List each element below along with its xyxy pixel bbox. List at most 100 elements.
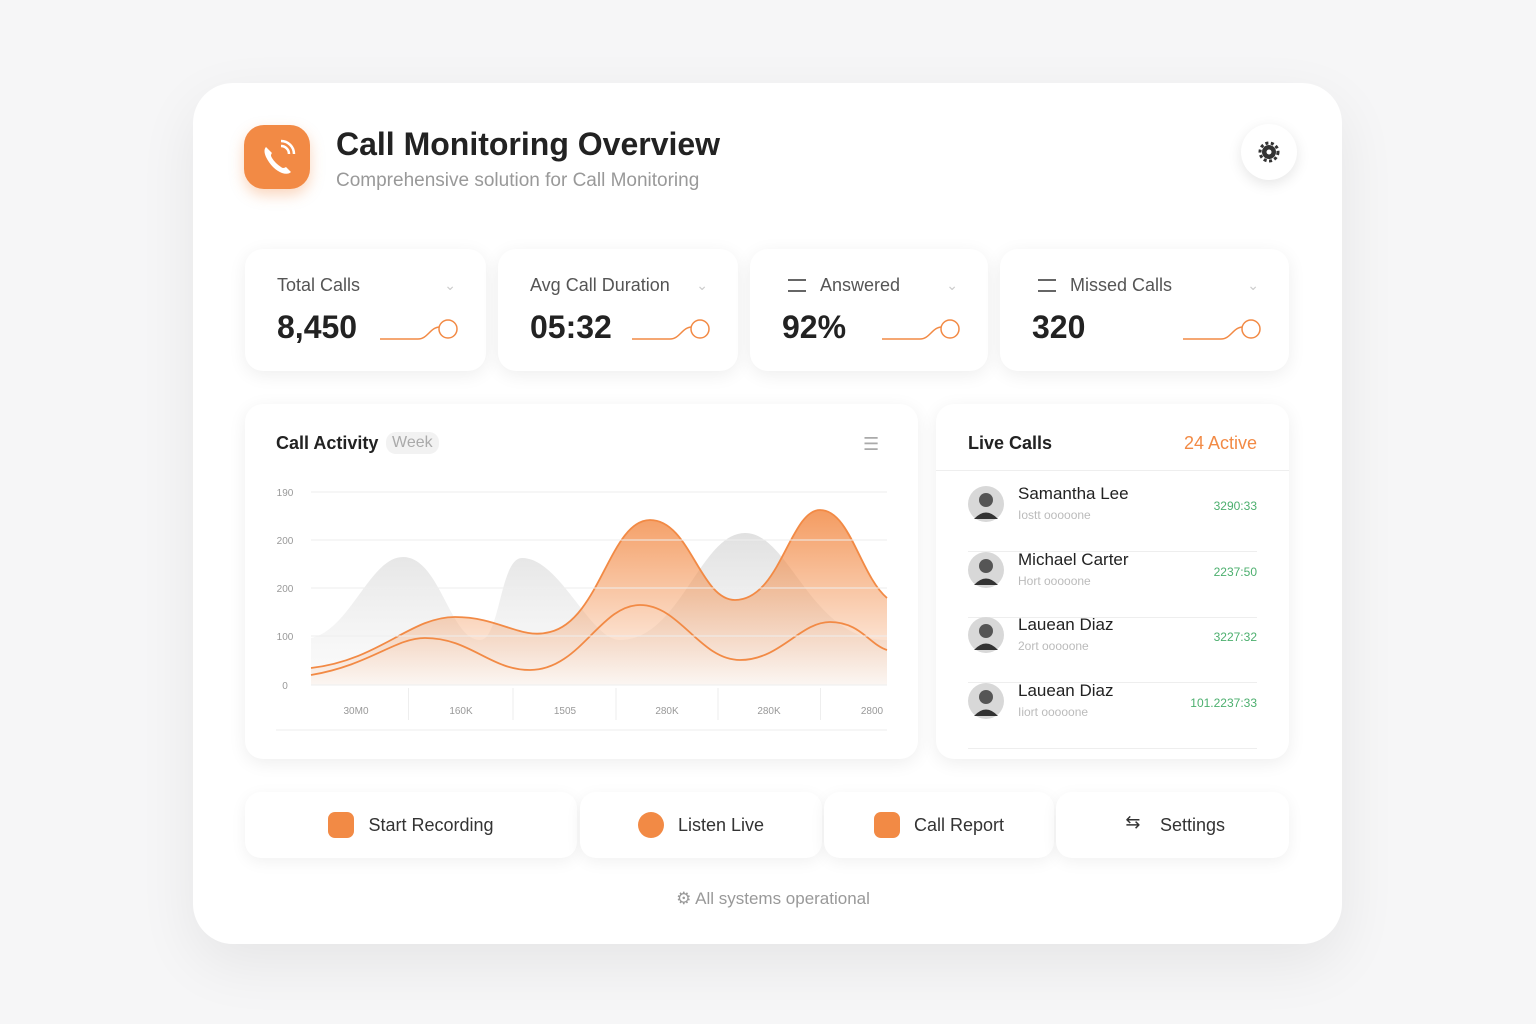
stat-card: Avg Call Duration 05:32 ⌄ [498,249,738,371]
stat-card: Answered 92% ⌄ [750,249,988,371]
x-label: 1505 [554,706,577,717]
sparkline [632,319,710,340]
action-button[interactable]: Start Recording [245,792,577,858]
caller-name: Lauean Diaz [1018,615,1114,634]
action-button[interactable]: Call Report [824,792,1054,858]
action-label: Listen Live [677,814,765,835]
app-icon [244,125,310,189]
avatar [968,617,1004,653]
call-row[interactable]: Lauean Diaz 2ort ooooone 3227:32 [968,615,1257,683]
action-label: Start Recording [368,814,494,835]
status-text: All systems operational [695,889,870,908]
action-icon [328,812,355,838]
live-calls-panel: Live Calls 24 Active Samantha Lee Iostt o… [936,404,1289,759]
caller-name: Samantha Lee [1018,484,1129,503]
avatar [968,682,1004,719]
chevron: ⌄ [444,277,456,293]
x-label: 280K [757,706,781,717]
y-label: 190 [277,488,294,499]
avatar-head [979,558,993,573]
avatar [968,551,1004,588]
avatar-head [979,493,993,507]
stat-value: 320 [1032,309,1086,345]
status-icon: ⚙ [676,889,696,908]
y-label: 100 [277,632,294,643]
stat-value: 92% [782,309,847,345]
x-label: 280K [655,706,679,717]
caller-sub: 2ort ooooone [1018,639,1089,653]
sparkline [380,319,458,340]
orange-area [311,510,887,685]
sparkline-path [632,326,693,340]
action-icon: ⇆ [1125,812,1141,832]
stat-label: Avg Call Duration [530,275,670,295]
active-count: 24 Active [1183,433,1257,453]
stat-card: Missed Calls 320 ⌄ [1000,249,1289,371]
orange-line [310,509,888,669]
activity-title: Call Activity [276,433,379,453]
subtitle: Comprehensive solution for Call Monitori… [336,170,700,191]
x-label: 160K [449,706,473,717]
avatar-body [974,512,998,519]
avatar [968,486,1004,522]
call-time: 2237:50 [1213,564,1257,579]
title: Call Monitoring Overview [336,126,721,162]
sparkline-dot [438,319,458,339]
stat-value: 8,450 [277,309,358,345]
stat-icon [1038,279,1056,292]
sparkline-path [882,326,943,340]
live-title: Live Calls [968,433,1053,453]
sparkline-dot [940,319,960,339]
gear-icon [1258,141,1280,163]
sparkline-dot [1241,319,1261,339]
stat-label: Missed Calls [1070,275,1173,295]
status: ⚙ All systems operational [0,889,1536,909]
sparkline-dot [690,319,710,339]
chevron: ⌄ [1247,277,1259,293]
caller-sub: Iiort ooooone [1018,704,1089,719]
avatar-body [974,709,998,716]
avatar-body [974,643,998,650]
action-button[interactable]: Listen Live [580,792,822,858]
stat-icon [788,279,806,292]
action-label: Call Report [913,814,1005,835]
x-label: 2800 [861,706,884,717]
sparkline [1183,319,1261,340]
call-row[interactable]: Lauean Diaz Iiort ooooone 101.2237:33 [968,680,1257,749]
menu-icon[interactable]: ☰ [863,434,880,454]
chevron: ⌄ [696,277,708,293]
divider [936,470,1289,471]
x-label: 30M0 [343,706,368,717]
stat-value: 05:32 [530,309,612,345]
caller-sub: Iostt ooooone [1018,508,1091,522]
stat-card: Total Calls 8,450 ⌄ [245,249,486,371]
avatar-head [979,689,993,704]
call-time: 3227:32 [1213,630,1257,644]
action-label: Settings [1159,814,1226,835]
action-icon [637,812,664,838]
sparkline-path [1183,326,1244,340]
avatar-body [974,578,998,585]
action-icon [873,812,900,838]
settings-button[interactable] [1241,124,1297,180]
y-label: 200 [277,536,294,547]
chevron: ⌄ [946,277,958,293]
call-row[interactable]: Samantha Lee Iostt ooooone 3290:33 [968,484,1257,552]
call-time: 3290:33 [1213,499,1257,513]
caller-name: Lauean Diaz [1018,680,1114,700]
phone-icon [264,139,296,174]
orange-line [310,604,888,676]
call-row[interactable]: Michael Carter Hort ooooone 2237:50 [968,550,1257,618]
sparkline-path [380,326,441,340]
call-time: 101.2237:33 [1190,695,1257,710]
period-badge[interactable]: Week [386,432,439,454]
action-button[interactable]: ⇆ Settings [1056,792,1289,858]
y-label: 200 [277,584,294,595]
y-label: 0 [282,681,288,692]
sparkline [882,319,960,340]
avatar-head [979,624,993,638]
caller-sub: Hort ooooone [1018,573,1091,588]
stat-label: Answered [820,275,901,295]
